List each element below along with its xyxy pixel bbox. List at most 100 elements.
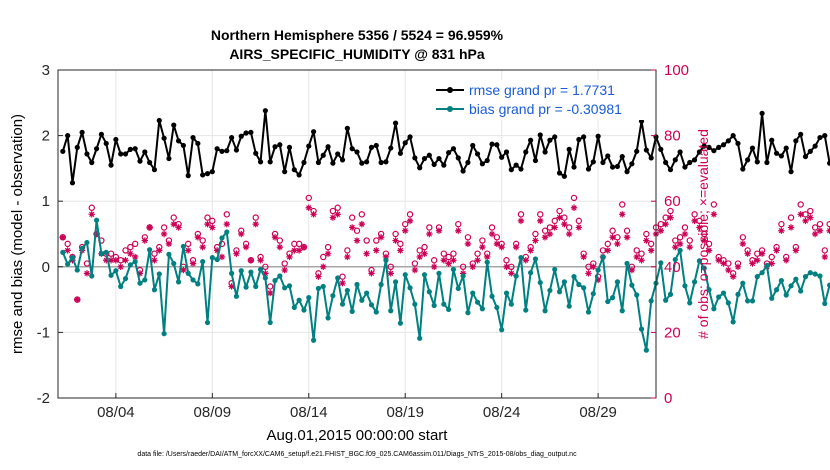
rmse-point xyxy=(648,155,654,161)
obs-evaluated-marker xyxy=(416,253,423,261)
y-axis-label: rmse and bias (model - observation) xyxy=(9,114,26,354)
obs-evaluated-marker xyxy=(156,247,163,254)
obs-evaluated-marker xyxy=(758,250,766,257)
rmse-point xyxy=(802,153,809,160)
rmse-point xyxy=(368,144,375,151)
bias-point xyxy=(677,247,683,253)
obs-evaluated-marker xyxy=(276,243,284,251)
rmse-point xyxy=(335,151,341,157)
rmse-point xyxy=(812,143,818,149)
bias-point xyxy=(798,288,804,294)
bias-point xyxy=(571,274,577,280)
obs-possible-marker xyxy=(811,224,819,231)
y-tick-label: -1 xyxy=(37,324,50,341)
rmse-point xyxy=(79,129,85,135)
obs-possible-marker xyxy=(430,257,438,264)
obs-possible-marker xyxy=(541,227,549,234)
rmse-point xyxy=(667,167,674,173)
obs-possible-marker xyxy=(295,240,303,248)
bias-point xyxy=(460,273,466,279)
obs-possible-marker xyxy=(705,240,713,248)
obs-evaluated-marker xyxy=(213,247,221,254)
obs-possible-marker xyxy=(185,240,192,248)
bias-point xyxy=(315,285,322,292)
obs-evaluated-marker xyxy=(498,243,505,251)
bias-point xyxy=(754,274,760,280)
rmse-point xyxy=(609,164,616,170)
obs-evaluated-marker xyxy=(131,253,139,261)
rmse-point xyxy=(672,157,678,163)
rmse-point xyxy=(619,153,625,160)
bias-point xyxy=(614,279,621,285)
bias-point xyxy=(561,279,567,285)
bias-point xyxy=(306,295,312,301)
rmse-point xyxy=(783,145,789,151)
bias-point xyxy=(122,276,129,282)
obs-possible-marker xyxy=(821,247,828,254)
bias-point xyxy=(277,273,283,279)
bias-point xyxy=(267,319,273,326)
rmse-point xyxy=(151,167,158,173)
rmse-point xyxy=(397,150,404,156)
obs-evaluated-marker xyxy=(435,227,443,234)
bias-point xyxy=(200,258,206,265)
bias-point xyxy=(65,261,71,267)
obs-possible-marker xyxy=(160,224,168,231)
obs-evaluated-marker xyxy=(141,237,149,244)
bias-point xyxy=(634,292,640,298)
rmse-point xyxy=(147,159,153,166)
obs-evaluated-marker xyxy=(787,224,795,231)
obs-evaluated-marker xyxy=(623,234,631,241)
obs-possible-marker xyxy=(334,204,341,211)
rmse-point xyxy=(214,146,220,152)
bias-point xyxy=(378,281,384,288)
bias-point xyxy=(547,287,553,294)
bias-point xyxy=(98,251,105,257)
bias-point xyxy=(827,282,830,288)
legend-rmse-marker xyxy=(447,87,453,93)
bias-point xyxy=(103,249,109,255)
x-tick-label: 08/24 xyxy=(483,404,521,421)
rmse-point xyxy=(720,142,727,148)
bias-point xyxy=(523,307,529,313)
rmse-point xyxy=(224,148,230,154)
y-right-tick-label: 40 xyxy=(664,259,681,276)
obs-evaluated-marker xyxy=(681,230,689,238)
bias-point xyxy=(243,284,249,290)
bias-point xyxy=(528,270,534,276)
left-y-axis: -2 -1 0 1 2 3 xyxy=(37,62,63,407)
obs-evaluated-marker xyxy=(469,263,476,270)
obs-evaluated-marker xyxy=(262,270,269,277)
rmse-point xyxy=(373,142,379,149)
bias-point xyxy=(740,280,746,286)
obs-evaluated-marker xyxy=(676,240,684,248)
rmse-point xyxy=(634,148,640,154)
rmse-point xyxy=(528,137,534,143)
obs-evaluated-marker xyxy=(334,211,341,218)
obs-evaluated-marker xyxy=(647,247,655,254)
bias-point xyxy=(330,293,336,299)
bias-point xyxy=(392,279,399,285)
obs-evaluated-marker xyxy=(411,266,419,274)
bias-point xyxy=(696,258,703,264)
bias-point xyxy=(484,259,490,265)
bias-point xyxy=(185,270,191,276)
bias-point xyxy=(89,273,95,279)
y-tick-label: 2 xyxy=(42,128,50,145)
bias-point xyxy=(759,270,765,276)
bias-point xyxy=(137,280,143,286)
obs-possible-marker xyxy=(348,214,356,221)
bias-point xyxy=(499,327,505,333)
bias-point xyxy=(749,298,756,304)
rmse-point xyxy=(98,131,105,137)
rmse-point xyxy=(200,172,206,178)
obs-evaluated-marker xyxy=(64,247,71,254)
obs-evaluated-marker xyxy=(339,280,346,287)
rmse-point xyxy=(503,149,510,155)
bias-point xyxy=(691,279,698,285)
rmse-point xyxy=(301,159,307,166)
obs-evaluated-marker xyxy=(199,243,206,251)
obs-evaluated-marker xyxy=(445,260,452,267)
obs-evaluated-marker xyxy=(382,253,390,261)
obs-possible-marker xyxy=(416,247,423,254)
